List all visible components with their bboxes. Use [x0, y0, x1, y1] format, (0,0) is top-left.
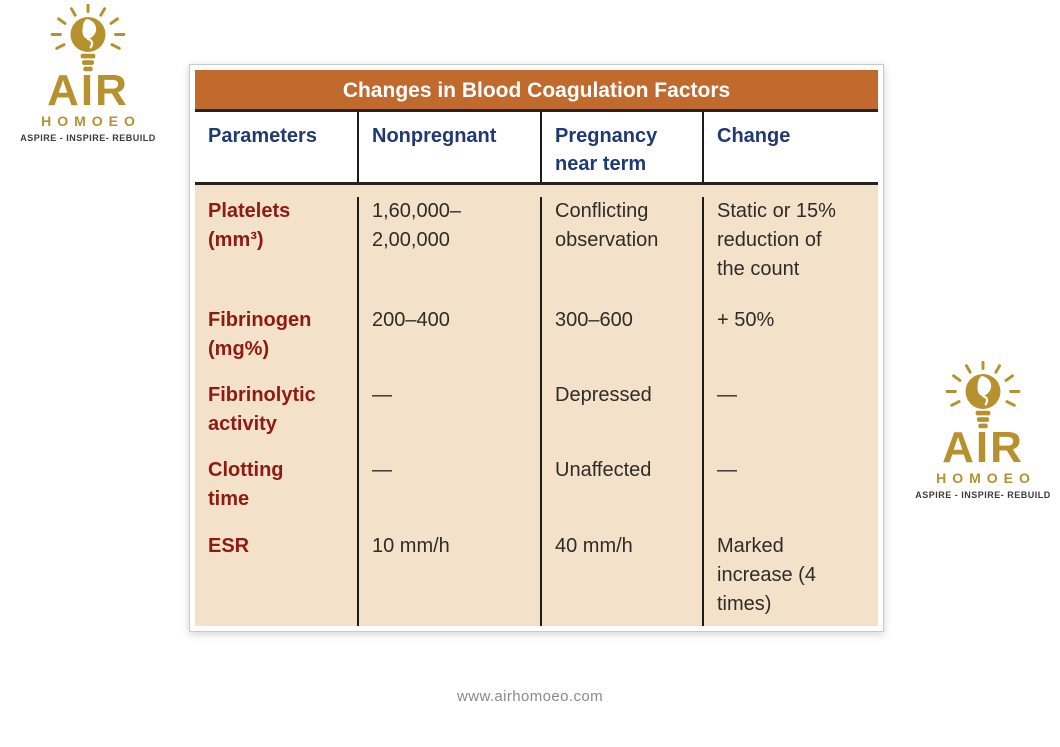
table-cell-value: — [357, 381, 540, 456]
table-cell-value: 40 mm/h [540, 532, 702, 626]
table-cell-value: — [702, 456, 878, 532]
brand-logo-right: AIR HOMOEO ASPIRE - INSPIRE- REBUILD [911, 361, 1055, 500]
table-cell-parameter: Fibrinogen (mg%) [208, 309, 312, 360]
table-cell-value: + 50% [702, 306, 878, 381]
column-header-parameters: Parameters [208, 125, 317, 147]
column-header-pregnancy: Pregnancy near term [540, 112, 702, 182]
brand-tagline: ASPIRE - INSPIRE- REBUILD [915, 490, 1051, 500]
table-title: Changes in Blood Coagulation Factors [195, 70, 878, 112]
table-cell-value: Conflicting observation [540, 197, 702, 306]
brand-subname: HOMOEO [936, 470, 1036, 486]
brand-subname: HOMOEO [41, 113, 141, 129]
table-cell-value: Unaffected [540, 456, 702, 532]
table-cell-parameter: Clotting time [208, 459, 284, 510]
table-cell-value: — [357, 456, 540, 532]
table-header-row: Parameters Nonpregnant Pregnancy near te… [195, 112, 878, 185]
table-cell-value: 200–400 [357, 306, 540, 381]
lightbulb-icon [945, 361, 1021, 429]
table-cell-parameter: Fibrinolytic activity [208, 384, 316, 435]
brand-name: AIR [942, 423, 1024, 472]
brand-logo-left: AIR HOMOEO ASPIRE - INSPIRE- REBUILD [16, 4, 160, 143]
table-cell-parameter: ESR [208, 535, 250, 557]
coagulation-factors-table: Changes in Blood Coagulation Factors Par… [189, 64, 884, 632]
brand-name: AIR [47, 66, 129, 115]
table-cell-value: Static or 15% reduction of the count [702, 197, 878, 306]
lightbulb-icon [50, 4, 126, 72]
column-header-nonpregnant: Nonpregnant [357, 112, 540, 182]
table-cell-value: 1,60,000–2,00,000 [357, 197, 540, 306]
table-cell-value: — [702, 381, 878, 456]
table-cell-value: 300–600 [540, 306, 702, 381]
table-body: Platelets (mm³) 1,60,000–2,00,000 Confli… [195, 185, 878, 626]
brand-tagline: ASPIRE - INSPIRE- REBUILD [20, 133, 156, 143]
website-url: www.airhomoeo.com [456, 688, 604, 705]
table-cell-value: Depressed [540, 381, 702, 456]
table-cell-value: Marked increase (4 times) [702, 532, 878, 626]
table-cell-parameter: Platelets (mm³) [208, 200, 291, 251]
table-cell-value: 10 mm/h [357, 532, 540, 626]
column-header-change: Change [702, 112, 878, 182]
